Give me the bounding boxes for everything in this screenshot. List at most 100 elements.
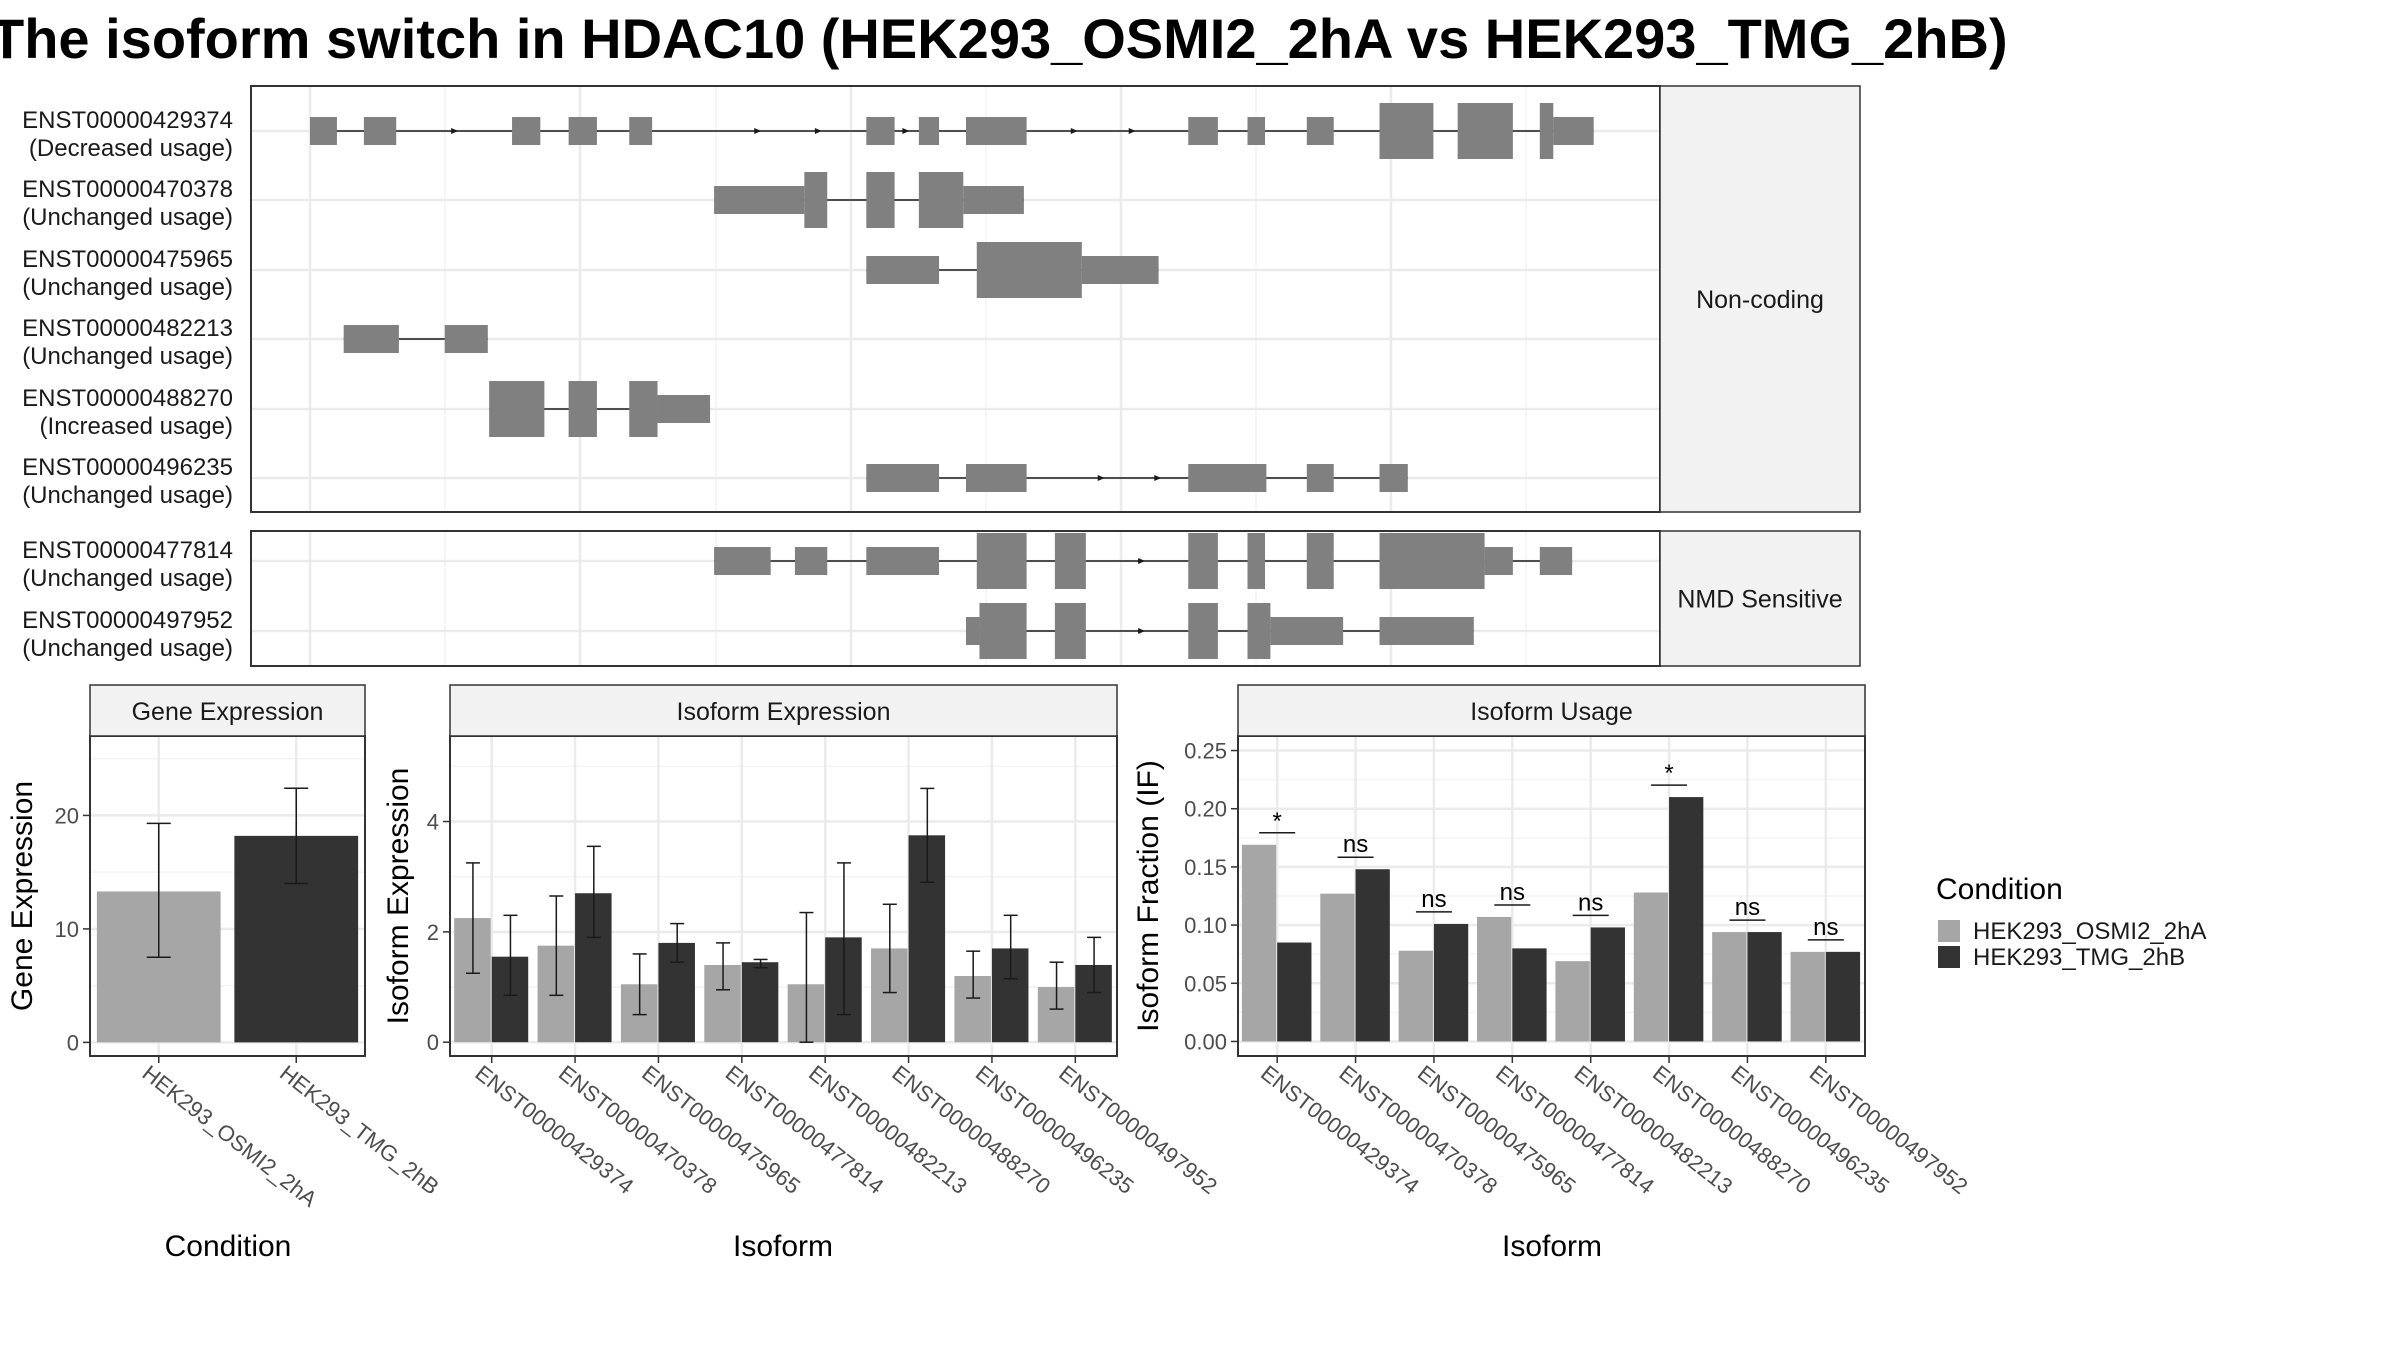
exon-utr (965, 464, 1027, 492)
exon-utr (866, 464, 940, 492)
x-axis-title: Condition (165, 1230, 292, 1263)
exon-utr (1306, 464, 1334, 492)
bar (1477, 916, 1512, 1042)
exon-utr (1484, 547, 1513, 575)
transcript-id-label: ENST00000475965 (22, 246, 233, 273)
exon-utr (1379, 617, 1474, 645)
exon-utr (963, 186, 1024, 214)
y-axis-title: Isoform Expression (382, 768, 415, 1025)
exon-coding (1247, 603, 1271, 659)
y-tick-label: 0.00 (1184, 1029, 1227, 1054)
y-tick-label: 0 (427, 1030, 439, 1055)
transcript-id-label: ENST00000488270 (22, 385, 233, 412)
y-tick-label: 0.15 (1184, 855, 1227, 880)
exon-utr (714, 186, 805, 214)
exon-utr (866, 256, 940, 284)
exon-utr (866, 547, 940, 575)
bar (1747, 932, 1782, 1042)
y-tick-label: 0.25 (1184, 739, 1227, 764)
panel-strip-label: Gene Expression (132, 698, 324, 726)
exon-utr (1081, 256, 1159, 284)
bar (1555, 961, 1590, 1042)
exon-coding (918, 172, 964, 228)
exon-coding (1188, 533, 1218, 589)
y-tick-label: 10 (55, 917, 79, 942)
exon-utr (794, 547, 828, 575)
exon-utr (568, 117, 597, 145)
transcript-usage-label: (Unchanged usage) (22, 482, 233, 509)
y-axis-title: Isoform Fraction (IF) (1132, 760, 1165, 1032)
exon-utr (1306, 117, 1334, 145)
direction-arrow (1138, 558, 1146, 564)
y-tick-label: 0 (67, 1030, 79, 1055)
significance-label: * (1664, 760, 1673, 787)
transcript-id-label: ENST00000429374 (22, 107, 233, 134)
bar (1241, 844, 1277, 1042)
transcript-usage-label: (Unchanged usage) (22, 565, 233, 592)
panel-strip-label: NMD Sensitive (1677, 586, 1842, 614)
panel-strip-label: Non-coding (1696, 286, 1824, 314)
direction-arrow (754, 128, 762, 134)
exon-coding (629, 381, 658, 437)
transcript-usage-label: (Unchanged usage) (22, 204, 233, 231)
x-tick-label: ENST00000429374 (471, 1060, 639, 1199)
legend-swatch (1938, 946, 1960, 968)
significance-label: ns (1578, 889, 1603, 916)
exon-utr (1379, 464, 1408, 492)
exon-coding (1379, 103, 1434, 159)
exon-utr (1188, 117, 1218, 145)
legend-item-label: HEK293_TMG_2hB (1973, 944, 2185, 971)
direction-arrow (1097, 475, 1105, 481)
exon-coding (1247, 533, 1266, 589)
exon-utr (657, 395, 711, 423)
transcript-id-label: ENST00000496235 (22, 454, 233, 481)
legend-title: Condition (1936, 873, 2063, 906)
x-axis-title: Isoform (733, 1230, 833, 1263)
exon-coding (1054, 533, 1086, 589)
exon-utr (965, 617, 980, 645)
exon-utr (918, 117, 940, 145)
transcript-usage-label: (Unchanged usage) (22, 635, 233, 662)
bar (1320, 893, 1355, 1042)
bar (1590, 927, 1625, 1042)
exon-coding (1306, 533, 1334, 589)
direction-arrow (902, 128, 910, 134)
exon-utr (1247, 117, 1266, 145)
bar (1277, 942, 1312, 1042)
bar (1790, 951, 1825, 1042)
bar (1433, 923, 1469, 1042)
transcript-usage-label: (Decreased usage) (29, 135, 233, 162)
significance-label: ns (1343, 831, 1368, 858)
y-tick-label: 0.20 (1184, 797, 1227, 822)
exon-coding (1188, 603, 1218, 659)
transcript-usage-label: (Unchanged usage) (22, 274, 233, 301)
panel-strip (1237, 684, 1866, 737)
panel-strip-label: Isoform Expression (677, 698, 891, 726)
exon-utr (629, 117, 653, 145)
figure-title: The isoform switch in HDAC10 (HEK293_OSM… (0, 7, 2008, 70)
exon-coding (1457, 103, 1513, 159)
bar (1355, 869, 1390, 1042)
exon-coding (1054, 603, 1086, 659)
transcript-usage-label: (Unchanged usage) (22, 343, 233, 370)
direction-arrow (1070, 128, 1078, 134)
exon-coding (1539, 103, 1554, 159)
direction-arrow (1154, 475, 1162, 481)
transcript-usage-label: (Increased usage) (40, 413, 233, 440)
exon-coding (568, 381, 597, 437)
significance-label: ns (1735, 894, 1760, 921)
direction-arrow (1138, 628, 1146, 634)
bar (1825, 951, 1861, 1042)
transcript-id-label: ENST00000482213 (22, 315, 233, 342)
direction-arrow (814, 128, 822, 134)
transcript-id-label: ENST00000477814 (22, 537, 233, 564)
significance-label: ns (1500, 879, 1525, 906)
exon-coding (866, 172, 895, 228)
significance-label: ns (1421, 886, 1446, 913)
bar (1512, 948, 1547, 1042)
direction-arrow (1128, 128, 1136, 134)
transcript-id-label: ENST00000497952 (22, 607, 233, 634)
exon-utr (363, 117, 397, 145)
exon-utr (714, 547, 771, 575)
gene-panel-background (251, 86, 1660, 512)
